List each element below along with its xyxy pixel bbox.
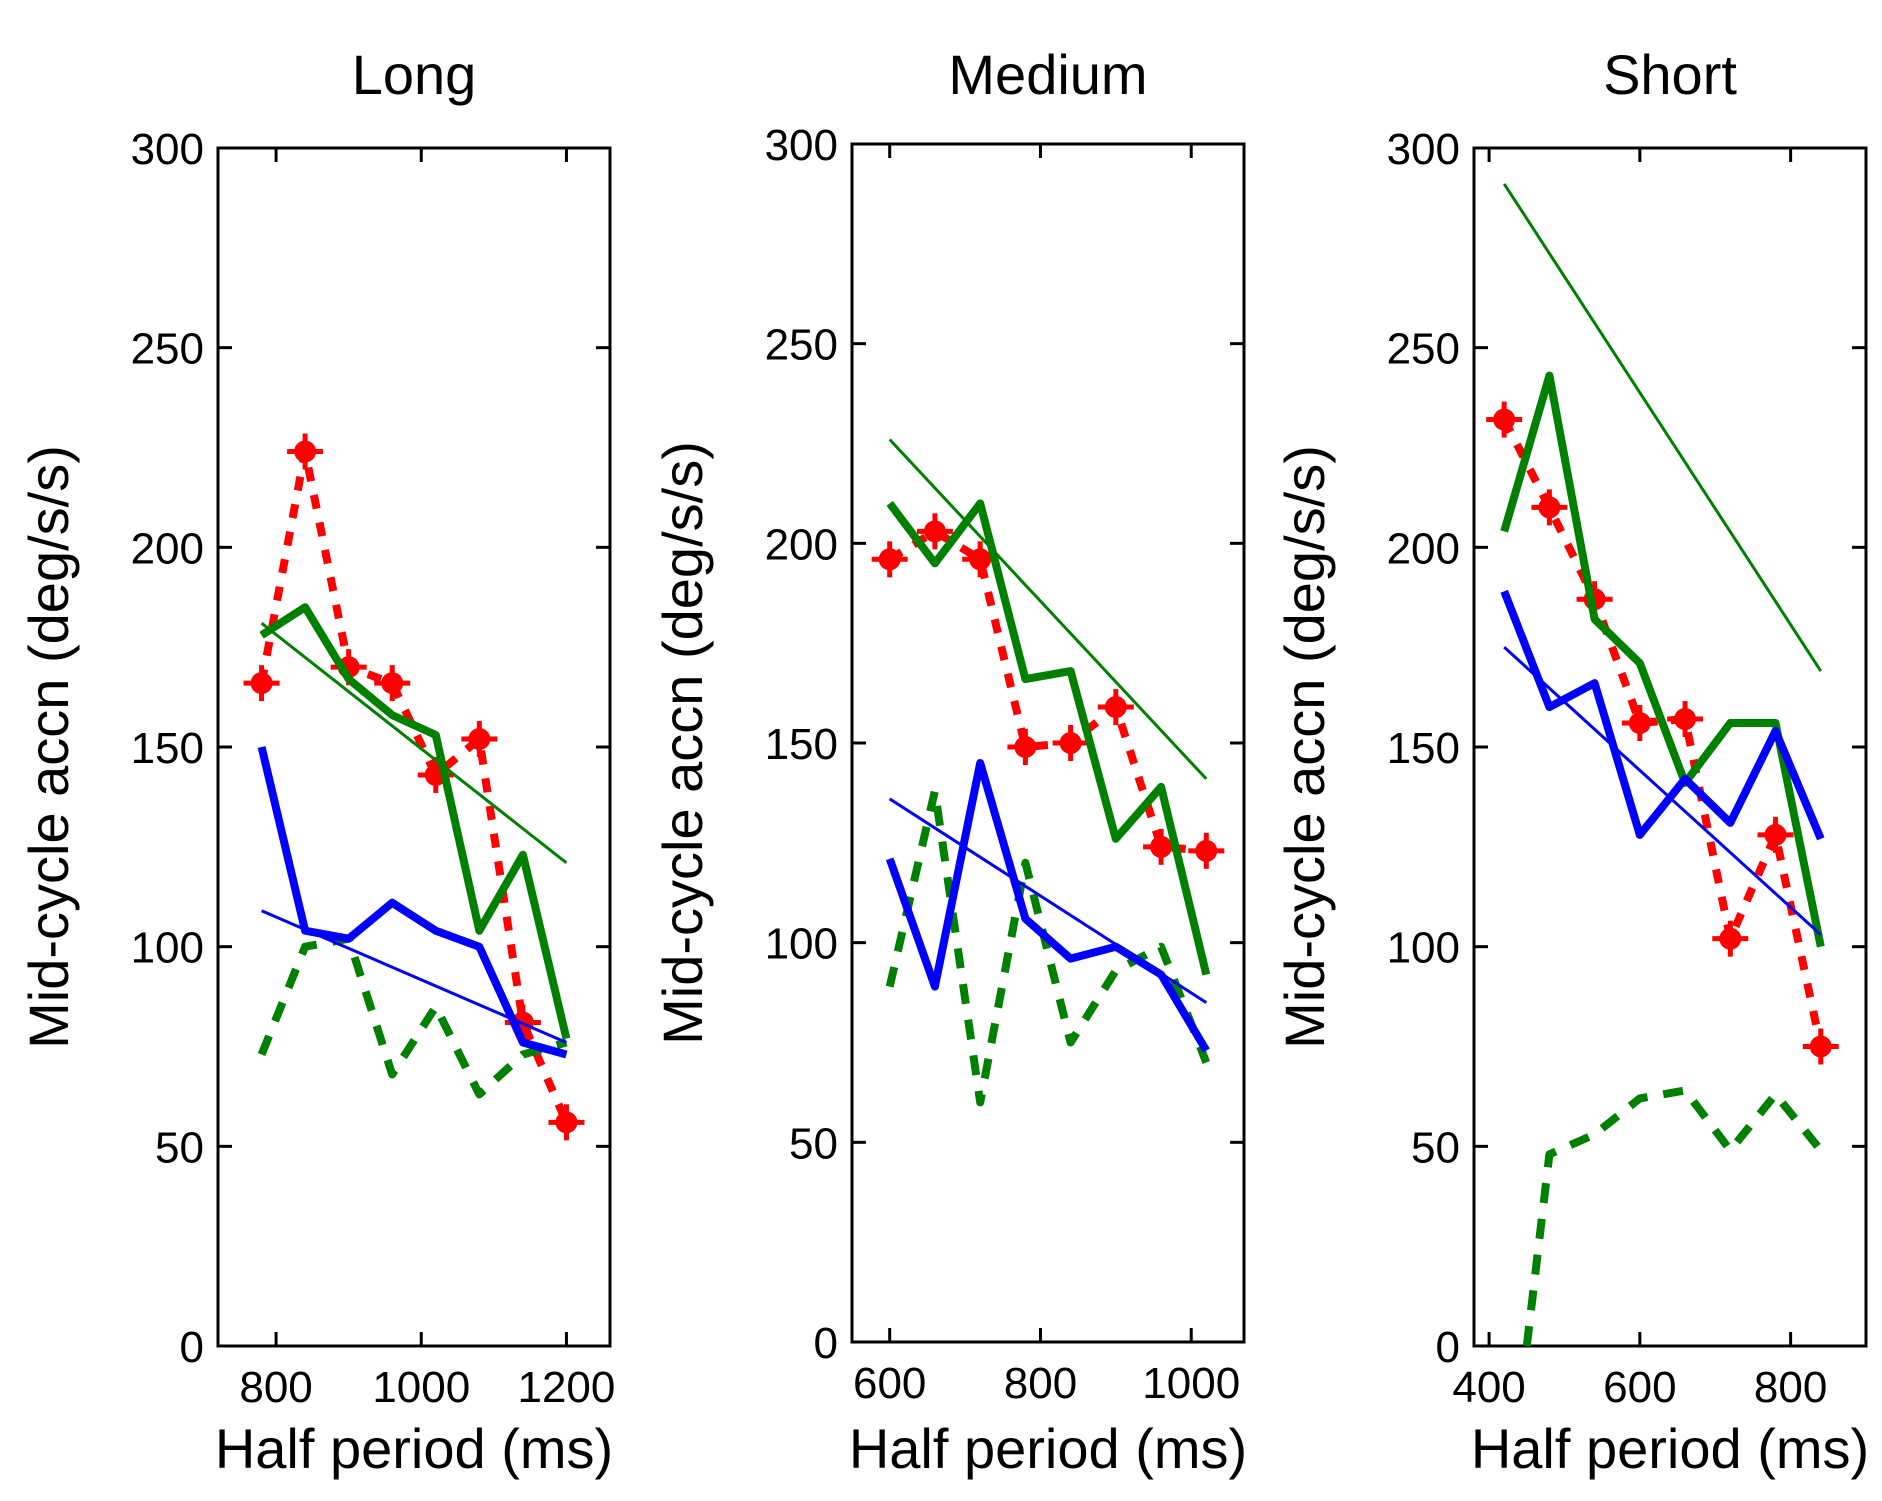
y-tick-label: 100: [131, 924, 204, 973]
panel-title: Short: [1603, 43, 1737, 106]
data-point: [1486, 401, 1523, 438]
x-tick-label: 800: [239, 1363, 312, 1412]
x-axis-label: Half period (ms): [849, 1417, 1247, 1480]
y-tick-label: 250: [131, 325, 204, 374]
panel-title: Medium: [948, 43, 1147, 106]
x-tick-label: 400: [1452, 1363, 1525, 1412]
panel-0: 0 50 100 150 200 250 300 800 1000 1200 Long Half pe…: [17, 43, 615, 1480]
data-point: [1007, 728, 1044, 765]
y-tick-label: 50: [155, 1123, 204, 1172]
series-line-green-thin-fit: [1502, 183, 1823, 672]
x-tick-label: 1200: [517, 1363, 615, 1412]
series-line-red-dotted-markers: [257, 447, 571, 1124]
y-tick-label: 250: [1387, 325, 1460, 374]
data-point: [871, 541, 908, 578]
y-tick-label: 200: [1387, 524, 1460, 573]
axes-frame: [216, 146, 612, 1348]
y-tick-label: 0: [180, 1323, 204, 1372]
data-point: [1802, 1028, 1839, 1065]
series-line-blue-thin-fit: [888, 797, 1208, 1004]
y-tick-label: 50: [1411, 1123, 1460, 1172]
series-line-blue-thin-fit: [1503, 646, 1822, 936]
y-tick-label: 150: [1387, 724, 1460, 773]
data-point: [1531, 489, 1568, 526]
y-tick-label: 300: [1387, 125, 1460, 174]
y-tick-label: 200: [765, 520, 838, 569]
y-tick-label: 200: [131, 524, 204, 573]
x-tick-label: 600: [1603, 1363, 1676, 1412]
y-tick-label: 100: [1387, 924, 1460, 973]
panel-title: Long: [352, 43, 477, 106]
x-tick-label: 1000: [372, 1363, 470, 1412]
y-axis-label: Mid-cycle accn (deg/s/s): [651, 441, 714, 1045]
y-tick-label: 250: [765, 321, 838, 370]
x-tick-label: 800: [1754, 1363, 1827, 1412]
series-line-green-thick: [886, 499, 1211, 976]
y-tick-label: 50: [789, 1119, 838, 1168]
x-axis-label: Half period (ms): [1471, 1417, 1869, 1480]
y-axis-label: Mid-cycle accn (deg/s/s): [1273, 445, 1336, 1049]
data-point: [461, 721, 498, 758]
data-point: [1712, 920, 1749, 957]
series-line-green-thick: [1500, 371, 1825, 948]
y-axis-label: Mid-cycle accn (deg/s/s): [17, 445, 80, 1049]
data-point: [287, 433, 324, 470]
x-tick-label: 600: [853, 1359, 926, 1408]
series-line-green-thick: [259, 603, 571, 1040]
series-line-green-dashed: [257, 934, 568, 1099]
data-point: [374, 665, 411, 702]
panel-1: 0 50 100 150 200 250 300 600 800 1000 Medium Half p…: [651, 43, 1247, 1480]
panel-2: 0 50 100 150 200 250 300 400 600 800 Short Half per…: [1273, 43, 1869, 1480]
x-tick-label: 800: [1004, 1359, 1077, 1408]
data-point: [548, 1104, 585, 1141]
series-line-green-thin-fit: [260, 622, 568, 864]
data-point: [1188, 832, 1225, 869]
axes-frame: [850, 142, 1246, 1344]
y-tick-label: 0: [814, 1319, 838, 1368]
y-tick-label: 0: [1436, 1323, 1460, 1372]
x-axis-label: Half period (ms): [215, 1417, 613, 1480]
series-line-blue-thick: [1500, 589, 1825, 841]
series-line-red-dotted-markers: [1500, 417, 1825, 1048]
series-line-green-thin-fit: [888, 438, 1208, 780]
data-point: [1621, 705, 1658, 742]
series-line-blue-thin-fit: [261, 909, 567, 1044]
y-tick-label: 300: [131, 125, 204, 174]
x-tick-label: 1000: [1142, 1359, 1240, 1408]
series-line-red-dotted-markers: [887, 527, 1207, 855]
data-point: [1097, 689, 1134, 726]
y-tick-label: 150: [131, 724, 204, 773]
data-point: [1052, 725, 1089, 761]
series-line-green-dashed: [1522, 1086, 1824, 1347]
data-point: [916, 513, 953, 550]
y-tick-label: 100: [765, 920, 838, 969]
y-tick-label: 300: [765, 121, 838, 170]
data-point: [1667, 701, 1704, 738]
series-line-green-dashed: [885, 786, 1211, 1107]
y-tick-label: 150: [765, 720, 838, 769]
data-point: [1757, 816, 1794, 853]
data-point: [243, 665, 280, 702]
